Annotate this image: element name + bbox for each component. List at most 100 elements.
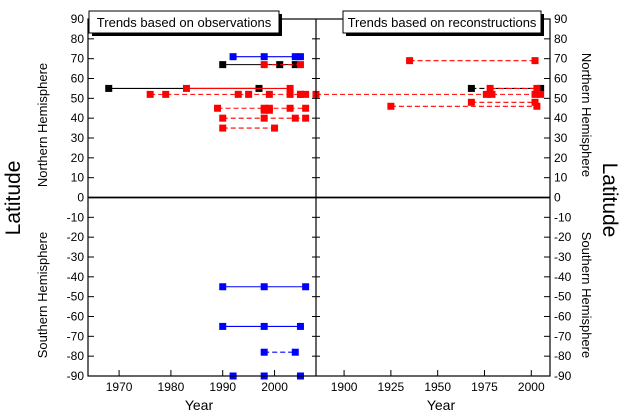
data-point: [482, 90, 490, 98]
y-tick-label-right: 0: [554, 191, 561, 205]
data-point: [291, 114, 299, 122]
panel-title-box-reconstructions: Trends based on reconstructions: [342, 10, 544, 36]
y-tick-label-left: 70: [71, 52, 85, 66]
data-point: [533, 102, 541, 110]
data-point: [291, 61, 299, 69]
data-point: [219, 322, 227, 330]
data-point: [531, 57, 539, 65]
y-tick-label-right: 20: [554, 151, 568, 165]
data-point: [296, 90, 304, 98]
data-point: [531, 90, 539, 98]
y-tick-label-left: -30: [67, 250, 85, 264]
data-point: [537, 84, 545, 92]
data-point: [467, 84, 475, 92]
data-point: [162, 90, 170, 98]
y-tick-label-left: -90: [67, 369, 85, 383]
y-tick-label-left: -80: [67, 349, 85, 363]
y-tick-label-right: -20: [554, 230, 572, 244]
panel-title-box-observations: Trends based on observations: [88, 10, 282, 36]
x-tick-label: 2000: [261, 380, 288, 394]
data-point: [260, 53, 268, 61]
data-point: [219, 114, 227, 122]
data-point: [219, 61, 227, 69]
y-tick-label-left: 40: [71, 111, 85, 125]
y-tick-label-right: 70: [554, 52, 568, 66]
panel-title-reconstructions: Trends based on reconstructions: [348, 15, 537, 30]
data-point: [146, 90, 154, 98]
y-tick-label-left: 90: [71, 12, 85, 26]
y-tick-label-right: -50: [554, 290, 572, 304]
southern-hemisphere-label-right: Southern Hemisphere: [579, 232, 594, 358]
data-point: [260, 348, 268, 356]
northern-hemisphere-label-right: Northern Hemisphere: [579, 53, 594, 177]
data-point: [182, 84, 190, 92]
data-point: [219, 283, 227, 291]
data-point: [260, 322, 268, 330]
y-tick-label-left: -60: [67, 310, 85, 324]
x-tick-label: 1925: [378, 380, 405, 394]
data-point: [229, 53, 237, 61]
data-point: [531, 98, 539, 106]
y-tick-label-right: -30: [554, 250, 572, 264]
x-axis-label-reconstructions: Year: [427, 397, 456, 413]
data-point: [234, 90, 242, 98]
x-tick-label: 2000: [518, 380, 545, 394]
data-point: [302, 114, 310, 122]
data-point: [486, 84, 494, 92]
panel-title-observations: Trends based on observations: [97, 15, 272, 30]
y-tick-label-left: 60: [71, 72, 85, 86]
y-tick-label-right: 60: [554, 72, 568, 86]
x-tick-label: 1975: [471, 380, 498, 394]
y-tick-label-right: 50: [554, 91, 568, 105]
y-axis-label-left: Latitude: [2, 161, 25, 236]
y-tick-label-left: 50: [71, 91, 85, 105]
y-tick-label-left: -10: [67, 210, 85, 224]
southern-hemisphere-label-left: Southern Hemisphere: [35, 232, 50, 358]
y-tick-label-left: -20: [67, 230, 85, 244]
y-tick-label-right: -60: [554, 310, 572, 324]
data-point: [406, 57, 414, 65]
data-point: [291, 348, 299, 356]
data-point: [260, 61, 268, 69]
data-point: [533, 84, 541, 92]
y-tick-label-right: 10: [554, 171, 568, 185]
data-point: [537, 90, 545, 98]
data-point: [302, 283, 310, 291]
y-tick-label-left: -70: [67, 329, 85, 343]
x-tick-label: 1990: [209, 380, 236, 394]
data-point: [286, 104, 294, 112]
x-tick-label: 1950: [424, 380, 451, 394]
data-point: [260, 114, 268, 122]
data-point: [467, 98, 475, 106]
data-point: [296, 322, 304, 330]
y-tick-label-left: 0: [77, 191, 84, 205]
y-tick-label-left: 30: [71, 131, 85, 145]
data-point: [265, 106, 273, 114]
data-point: [291, 53, 299, 61]
data-point: [302, 104, 310, 112]
y-tick-label-right: 40: [554, 111, 568, 125]
axis-ticks: 90 90 80 80 70 70 60 60 50 50 40 40 30 30 20 20 10 10 0 0 -1…: [67, 12, 572, 394]
y-tick-label-right: -70: [554, 329, 572, 343]
data-point: [214, 104, 222, 112]
y-tick-label-left: 80: [71, 32, 85, 46]
y-tick-label-right: -40: [554, 270, 572, 284]
y-tick-label-left: -50: [67, 290, 85, 304]
y-tick-label-left: 10: [71, 171, 85, 185]
y-tick-label-right: -80: [554, 349, 572, 363]
data-point: [260, 283, 268, 291]
x-tick-label: 1900: [331, 380, 358, 394]
data-point: [265, 90, 273, 98]
x-axis-label-observations: Year: [185, 397, 214, 413]
y-tick-label-left: 20: [71, 151, 85, 165]
y-axis-label-right: Latitude: [598, 163, 621, 238]
data-series: [105, 53, 545, 380]
northern-hemisphere-label-left: Northern Hemisphere: [35, 63, 50, 187]
x-tick-label: 1980: [158, 380, 185, 394]
data-point: [296, 53, 304, 61]
y-tick-label-right: -10: [554, 210, 572, 224]
data-point: [302, 90, 310, 98]
data-point: [286, 84, 294, 92]
x-tick-label: 1970: [106, 380, 133, 394]
